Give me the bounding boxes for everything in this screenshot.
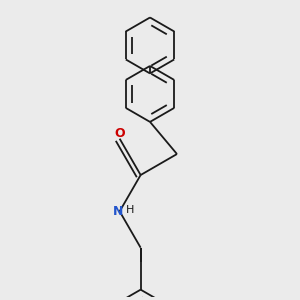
Text: H: H: [126, 205, 134, 215]
Text: N: N: [113, 205, 123, 218]
Text: O: O: [114, 128, 125, 140]
